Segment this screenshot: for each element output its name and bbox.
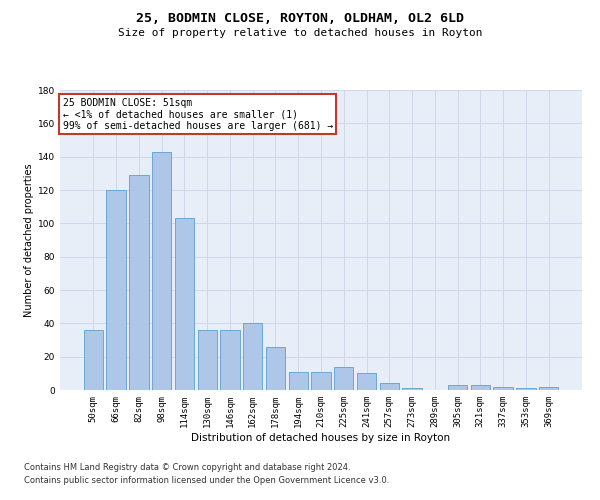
Text: Size of property relative to detached houses in Royton: Size of property relative to detached ho… <box>118 28 482 38</box>
Bar <box>380 384 399 390</box>
Bar <box>175 218 194 390</box>
Bar <box>220 330 239 390</box>
Bar <box>493 386 513 390</box>
Bar <box>152 152 172 390</box>
Text: 25, BODMIN CLOSE, ROYTON, OLDHAM, OL2 6LD: 25, BODMIN CLOSE, ROYTON, OLDHAM, OL2 6L… <box>136 12 464 26</box>
Bar <box>516 388 536 390</box>
Bar <box>448 385 467 390</box>
Bar <box>289 372 308 390</box>
X-axis label: Distribution of detached houses by size in Royton: Distribution of detached houses by size … <box>191 432 451 442</box>
Bar <box>403 388 422 390</box>
Bar <box>539 386 558 390</box>
Bar <box>470 385 490 390</box>
Bar <box>106 190 126 390</box>
Bar <box>84 330 103 390</box>
Bar <box>197 330 217 390</box>
Text: 25 BODMIN CLOSE: 51sqm
← <1% of detached houses are smaller (1)
99% of semi-deta: 25 BODMIN CLOSE: 51sqm ← <1% of detached… <box>62 98 333 130</box>
Text: Contains HM Land Registry data © Crown copyright and database right 2024.: Contains HM Land Registry data © Crown c… <box>24 464 350 472</box>
Bar <box>311 372 331 390</box>
Bar <box>129 175 149 390</box>
Bar <box>266 346 285 390</box>
Bar <box>243 324 262 390</box>
Bar <box>357 374 376 390</box>
Bar <box>334 366 353 390</box>
Y-axis label: Number of detached properties: Number of detached properties <box>24 163 34 317</box>
Text: Contains public sector information licensed under the Open Government Licence v3: Contains public sector information licen… <box>24 476 389 485</box>
